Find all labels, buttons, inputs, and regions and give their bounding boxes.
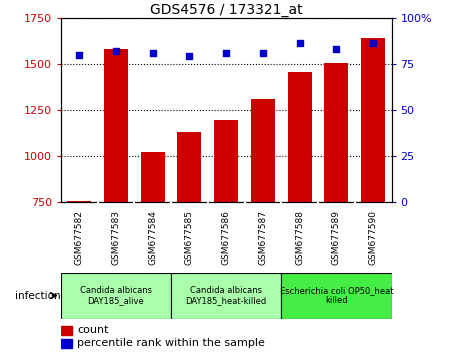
Point xyxy=(333,46,340,52)
Bar xyxy=(177,132,201,202)
Text: GSM677586: GSM677586 xyxy=(221,210,230,265)
Title: GDS4576 / 173321_at: GDS4576 / 173321_at xyxy=(150,3,302,17)
Point xyxy=(369,41,377,46)
Text: GSM677584: GSM677584 xyxy=(148,210,157,265)
Text: count: count xyxy=(77,325,109,335)
Bar xyxy=(324,63,348,202)
Point xyxy=(222,50,230,56)
Bar xyxy=(361,38,385,202)
Text: GSM677587: GSM677587 xyxy=(258,210,267,265)
Point xyxy=(296,41,303,46)
Point xyxy=(186,53,193,59)
Text: Candida albicans
DAY185_heat-killed: Candida albicans DAY185_heat-killed xyxy=(185,286,267,305)
Bar xyxy=(141,152,165,202)
Bar xyxy=(251,99,275,202)
Text: percentile rank within the sample: percentile rank within the sample xyxy=(77,338,265,348)
Bar xyxy=(171,273,281,319)
Bar xyxy=(288,72,311,202)
Point xyxy=(259,50,266,56)
Text: GSM677590: GSM677590 xyxy=(369,210,378,265)
Point xyxy=(76,52,83,57)
Bar xyxy=(61,273,171,319)
Point xyxy=(112,48,120,54)
Text: infection: infection xyxy=(15,291,61,301)
Text: GSM677582: GSM677582 xyxy=(75,210,84,265)
Text: GSM677583: GSM677583 xyxy=(112,210,121,265)
Bar xyxy=(61,326,72,335)
Bar xyxy=(67,201,91,202)
Bar xyxy=(104,49,128,202)
Bar xyxy=(214,120,238,202)
Text: Candida albicans
DAY185_alive: Candida albicans DAY185_alive xyxy=(80,286,152,305)
Bar xyxy=(61,338,72,348)
Point xyxy=(149,50,156,56)
Text: GSM677585: GSM677585 xyxy=(185,210,194,265)
Bar xyxy=(281,273,392,319)
Text: GSM677589: GSM677589 xyxy=(332,210,341,265)
Text: GSM677588: GSM677588 xyxy=(295,210,304,265)
Text: Escherichia coli OP50_heat
killed: Escherichia coli OP50_heat killed xyxy=(279,286,393,305)
